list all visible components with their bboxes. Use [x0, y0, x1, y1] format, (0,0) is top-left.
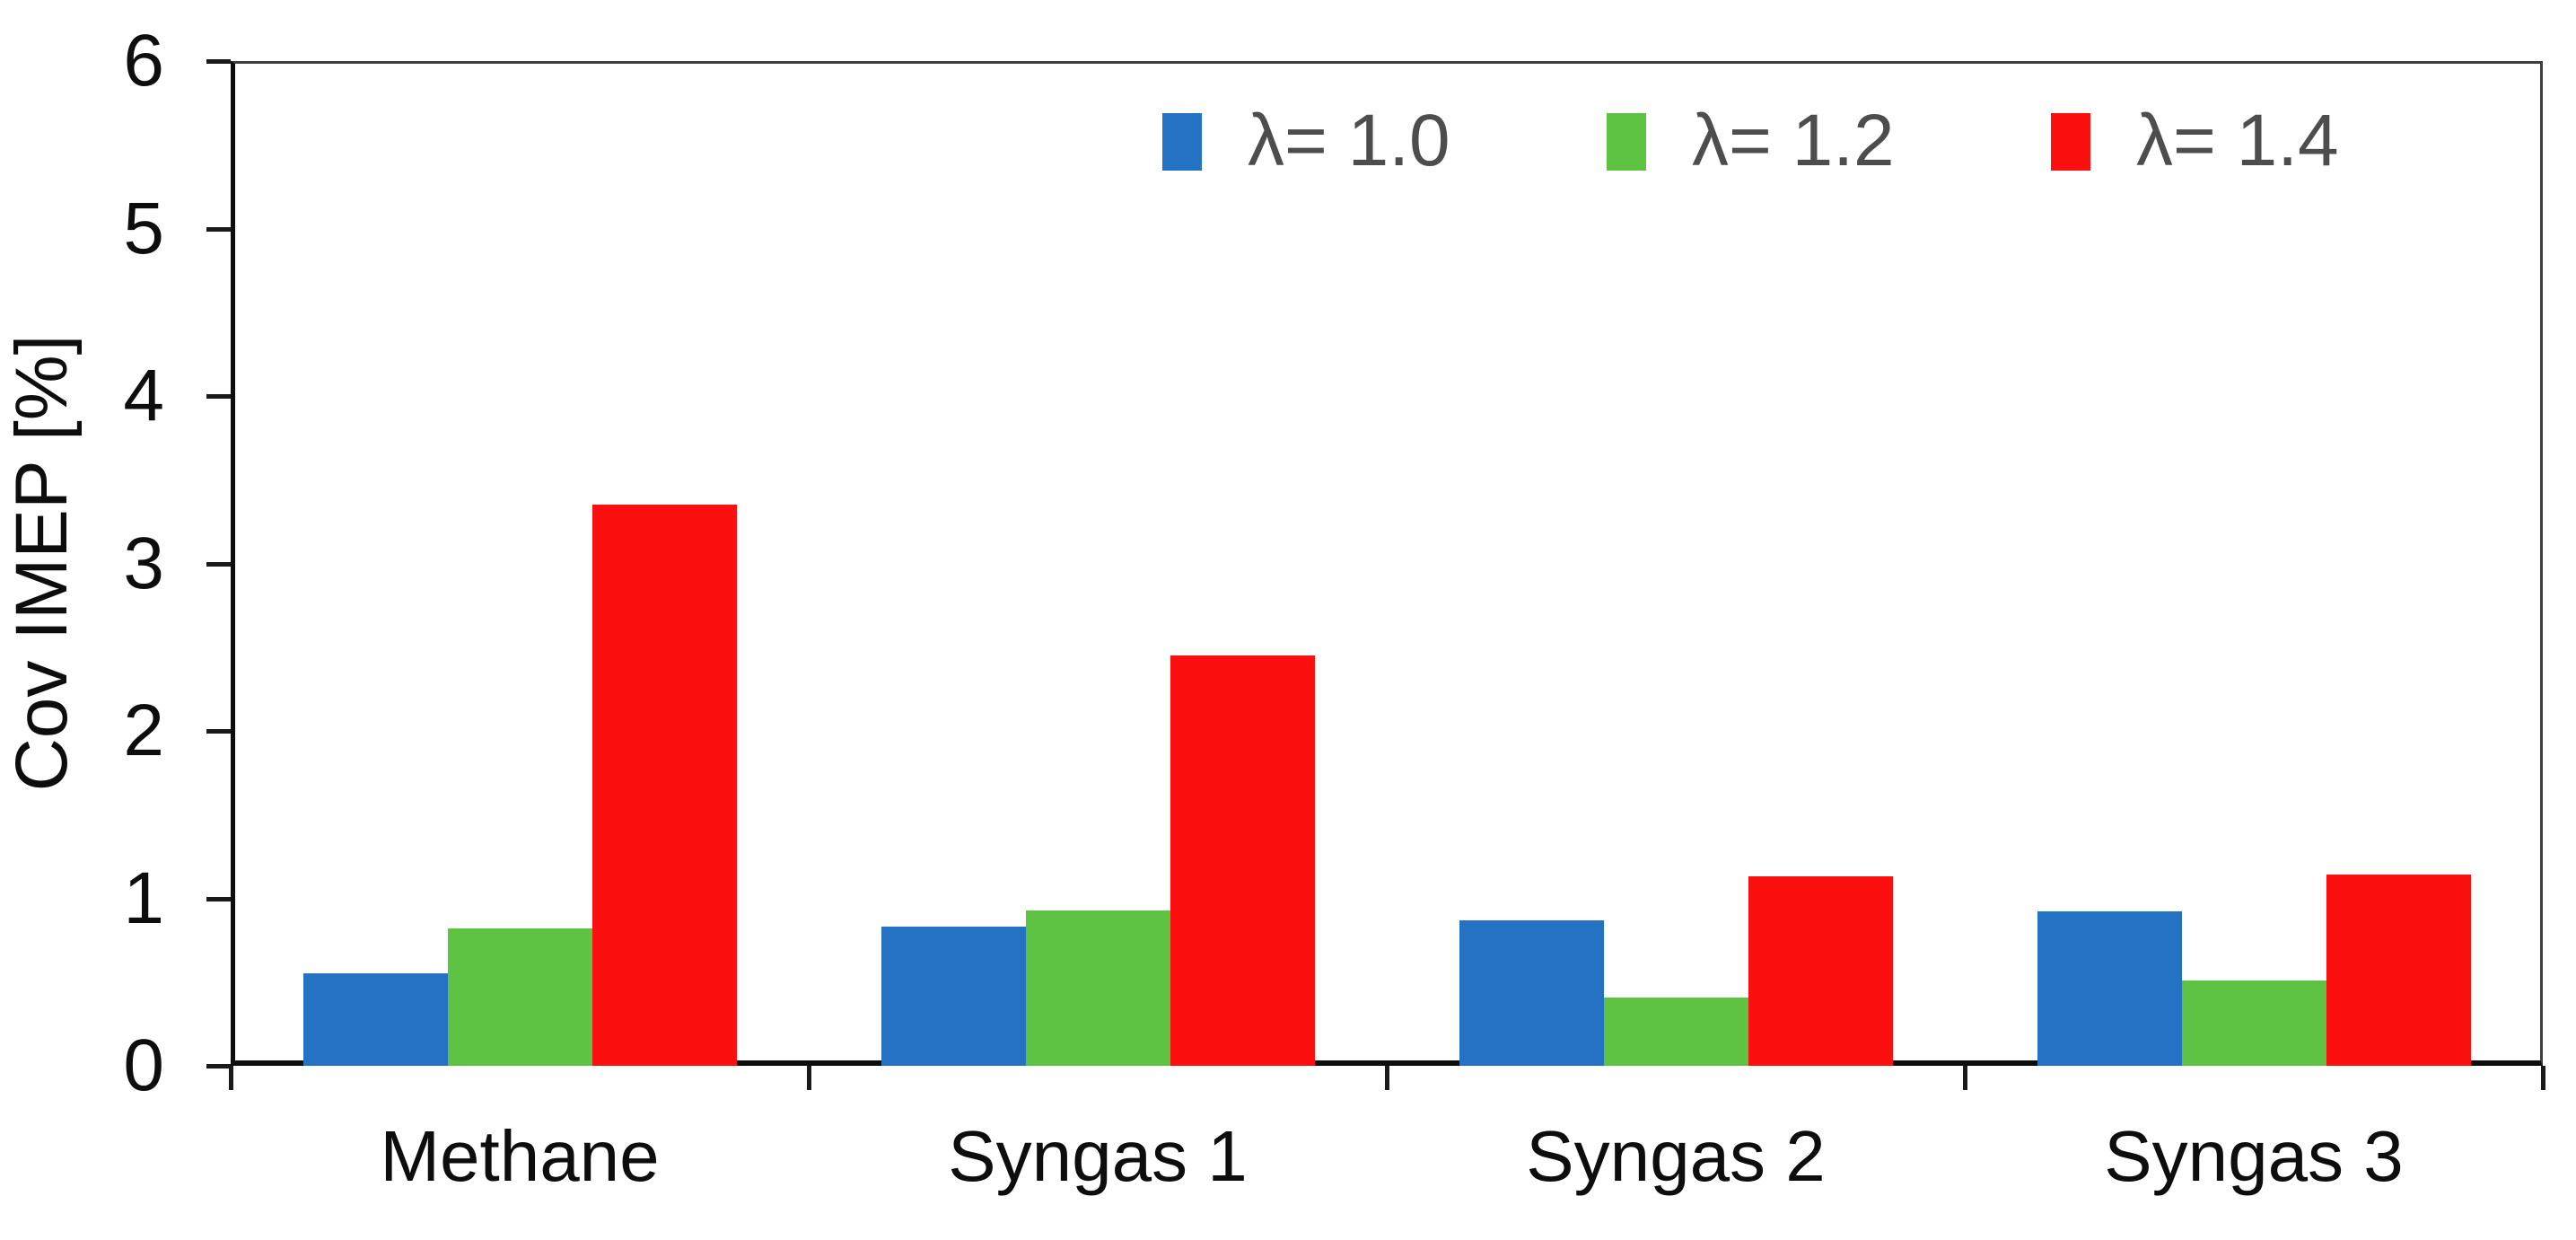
y-tick-4 — [206, 394, 231, 399]
bar-syngas-1-1.0 — [881, 927, 1026, 1066]
bar-methane-1.4 — [592, 505, 737, 1066]
y-tick-5 — [206, 226, 231, 232]
bar-methane-1.0 — [303, 973, 448, 1066]
category-label-methane: Methane — [380, 1116, 660, 1196]
y-tick-label-6: 6 — [123, 20, 164, 101]
category-label-syngas-2: Syngas 2 — [1526, 1116, 1826, 1196]
bar-syngas-1-1.4 — [1170, 655, 1315, 1066]
x-tick-2 — [1385, 1066, 1389, 1090]
category-label-syngas-3: Syngas 3 — [2104, 1116, 2404, 1196]
legend-swatch-icon — [1162, 113, 1202, 171]
legend-label-1: λ= 1.0 — [1248, 100, 1450, 181]
y-tick-label-4: 4 — [123, 355, 164, 436]
bar-syngas-2-1.0 — [1459, 920, 1604, 1066]
bar-syngas-3-1.2 — [2182, 981, 2326, 1066]
y-tick-1 — [206, 896, 231, 901]
bar-methane-1.2 — [448, 928, 592, 1066]
bar-syngas-2-1.2 — [1604, 998, 1748, 1066]
legend-label-2: λ= 1.2 — [1692, 100, 1895, 181]
bar-syngas-1-1.2 — [1026, 910, 1170, 1066]
y-tick-label-0: 0 — [123, 1025, 164, 1106]
y-tick-0 — [206, 1064, 231, 1069]
legend-label-3: λ= 1.4 — [2136, 100, 2339, 181]
y-tick-label-5: 5 — [123, 187, 164, 269]
x-tick-4 — [2541, 1066, 2545, 1090]
legend-swatch-icon — [2051, 113, 2090, 171]
y-tick-6 — [206, 59, 231, 64]
y-tick-label-3: 3 — [123, 522, 164, 604]
bar-syngas-2-1.4 — [1748, 876, 1893, 1066]
y-tick-3 — [206, 561, 231, 567]
category-label-syngas-1: Syngas 1 — [948, 1116, 1248, 1196]
bar-syngas-3-1.4 — [2326, 875, 2471, 1066]
x-tick-1 — [807, 1066, 811, 1090]
y-tick-2 — [206, 729, 231, 734]
plot-area — [231, 61, 2543, 1066]
y-tick-label-1: 1 — [123, 857, 164, 939]
y-tick-label-2: 2 — [123, 690, 164, 771]
x-tick-0 — [229, 1066, 233, 1090]
x-tick-3 — [1963, 1066, 1967, 1090]
bar-syngas-3-1.0 — [2037, 911, 2182, 1066]
legend-swatch-icon — [1607, 113, 1646, 171]
